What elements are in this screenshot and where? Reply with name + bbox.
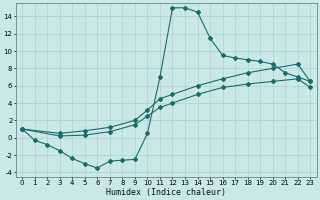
- X-axis label: Humidex (Indice chaleur): Humidex (Indice chaleur): [106, 188, 226, 197]
